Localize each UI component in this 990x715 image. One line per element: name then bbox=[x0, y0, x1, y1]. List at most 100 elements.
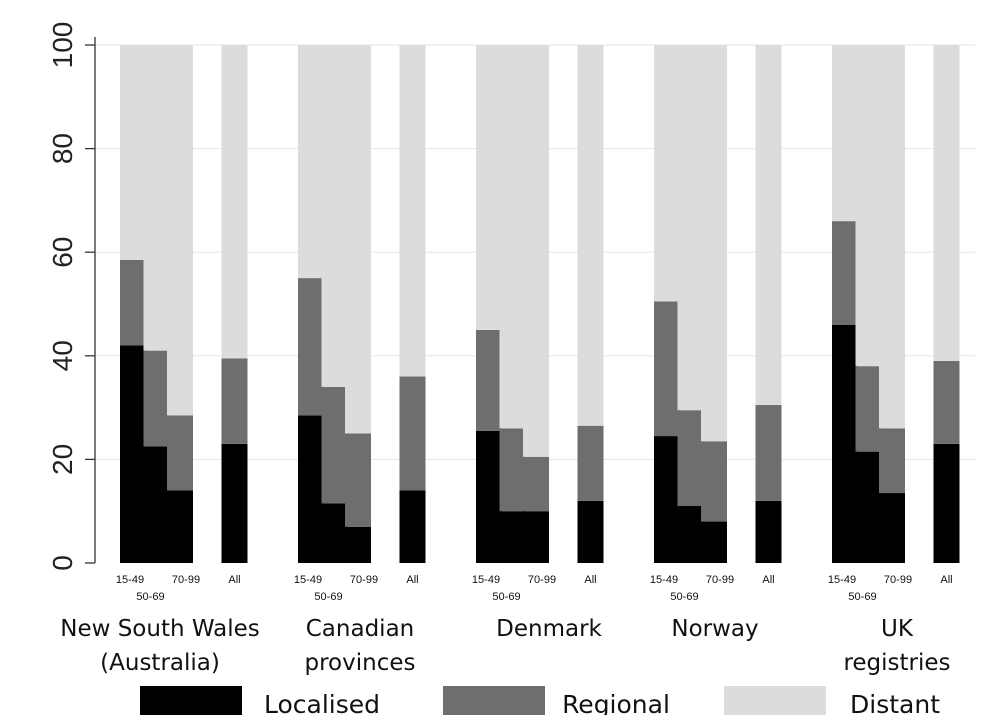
bar-segment-distant bbox=[399, 45, 426, 377]
bar-label: 50-69 bbox=[136, 591, 164, 603]
group-label: registries bbox=[843, 650, 950, 676]
bar-segment-distant bbox=[345, 45, 371, 434]
bar-segment-distant bbox=[499, 45, 526, 429]
bar-segment-regional bbox=[399, 376, 426, 491]
bar-label: 50-69 bbox=[314, 591, 342, 603]
bar-segment-distant bbox=[755, 45, 782, 406]
bar-segment-regional bbox=[321, 386, 348, 504]
bar-segment-localised bbox=[120, 345, 146, 563]
bar-label: All bbox=[406, 574, 418, 586]
legend-swatch-regional bbox=[443, 686, 545, 715]
bar-segment-localised bbox=[221, 443, 248, 563]
bar-segment-localised bbox=[399, 490, 426, 563]
bar-segment-regional bbox=[855, 366, 882, 452]
bar-label: 50-69 bbox=[492, 591, 520, 603]
bar-segment-localised bbox=[143, 446, 170, 563]
y-tick-label: 80 bbox=[47, 133, 78, 164]
bar-segment-regional bbox=[832, 221, 858, 325]
bar-segment-localised bbox=[879, 493, 905, 563]
legend-label-distant: Distant bbox=[850, 690, 940, 715]
group-label: (Australia) bbox=[100, 650, 220, 676]
bar-segment-distant bbox=[476, 45, 502, 330]
bar-segment-regional bbox=[879, 428, 905, 494]
bar-segment-localised bbox=[476, 430, 502, 563]
bar-segment-localised bbox=[577, 500, 604, 563]
bar-label: 70-99 bbox=[706, 574, 734, 586]
bar-segment-regional bbox=[221, 358, 248, 444]
bar-segment-regional bbox=[298, 278, 324, 416]
bar-segment-distant bbox=[298, 45, 324, 279]
bar-segment-localised bbox=[167, 490, 193, 563]
bar-label: All bbox=[762, 574, 774, 586]
bar-segment-regional bbox=[933, 360, 960, 444]
bar-segment-regional bbox=[499, 428, 526, 512]
bar-label: All bbox=[584, 574, 596, 586]
bar-segment-distant bbox=[577, 45, 604, 426]
bar-segment-distant bbox=[855, 45, 882, 367]
bar-segment-regional bbox=[701, 441, 727, 522]
bar-label: 70-99 bbox=[528, 574, 556, 586]
bar-label: 15-49 bbox=[294, 574, 322, 586]
bar-segment-regional bbox=[476, 329, 502, 431]
bar-segment-localised bbox=[701, 521, 727, 563]
bars bbox=[120, 45, 960, 563]
bar-label: 15-49 bbox=[116, 574, 144, 586]
legend: Localised Regional Distant bbox=[140, 686, 940, 715]
group-label: provinces bbox=[305, 650, 416, 676]
bar-label: 50-69 bbox=[670, 591, 698, 603]
category-labels: 15-49 50-69 70-99 All New South Wales (Austra… bbox=[60, 574, 952, 676]
bar-segment-regional bbox=[345, 433, 371, 527]
bar-segment-regional bbox=[523, 456, 549, 512]
bar-segment-localised bbox=[523, 511, 549, 563]
bar-segment-localised bbox=[345, 526, 371, 563]
legend-swatch-distant bbox=[724, 686, 826, 715]
bar-segment-distant bbox=[879, 45, 905, 429]
bar-label: All bbox=[228, 574, 240, 586]
bar-label: 50-69 bbox=[848, 591, 876, 603]
group-label: UK bbox=[881, 616, 914, 642]
bar-segment-regional bbox=[143, 350, 170, 447]
group-label: Denmark bbox=[496, 616, 602, 642]
bar-segment-regional bbox=[120, 259, 146, 346]
bar-segment-localised bbox=[832, 324, 858, 563]
bar-label: 70-99 bbox=[350, 574, 378, 586]
group-label: Norway bbox=[671, 616, 758, 642]
y-tick-label: 0 bbox=[47, 555, 78, 571]
bar-segment-distant bbox=[321, 45, 348, 387]
bar-segment-regional bbox=[677, 410, 704, 507]
bar-segment-regional bbox=[167, 415, 193, 491]
bar-segment-localised bbox=[298, 415, 324, 563]
bar-segment-localised bbox=[654, 436, 680, 563]
bar-segment-distant bbox=[933, 45, 960, 361]
bar-segment-distant bbox=[654, 45, 680, 302]
bar-segment-regional bbox=[654, 301, 680, 437]
bar-segment-localised bbox=[499, 511, 526, 563]
y-axis: 0 20 40 60 80 100 bbox=[47, 22, 96, 571]
legend-label-localised: Localised bbox=[264, 690, 380, 715]
bar-segment-regional bbox=[755, 405, 782, 501]
bar-segment-distant bbox=[167, 45, 193, 416]
y-tick-label: 60 bbox=[47, 237, 78, 268]
y-tick-label: 40 bbox=[47, 340, 78, 371]
bar-label: 15-49 bbox=[650, 574, 678, 586]
bar-label: 15-49 bbox=[472, 574, 500, 586]
bar-label: 15-49 bbox=[828, 574, 856, 586]
bar-segment-distant bbox=[701, 45, 727, 442]
bar-segment-localised bbox=[677, 506, 704, 563]
bar-segment-distant bbox=[523, 45, 549, 457]
y-tick-label: 20 bbox=[47, 444, 78, 475]
bar-label: All bbox=[940, 574, 952, 586]
bar-label: 70-99 bbox=[884, 574, 912, 586]
legend-swatch-localised bbox=[140, 686, 242, 715]
bar-segment-distant bbox=[120, 45, 146, 260]
legend-label-regional: Regional bbox=[562, 690, 670, 715]
group-label: Canadian bbox=[306, 616, 415, 642]
bar-segment-localised bbox=[933, 443, 960, 563]
bar-segment-distant bbox=[832, 45, 858, 222]
bar-segment-regional bbox=[577, 425, 604, 501]
bar-segment-distant bbox=[677, 45, 704, 411]
bar-segment-localised bbox=[321, 503, 348, 563]
bar-segment-localised bbox=[755, 500, 782, 563]
bar-segment-localised bbox=[855, 451, 882, 563]
